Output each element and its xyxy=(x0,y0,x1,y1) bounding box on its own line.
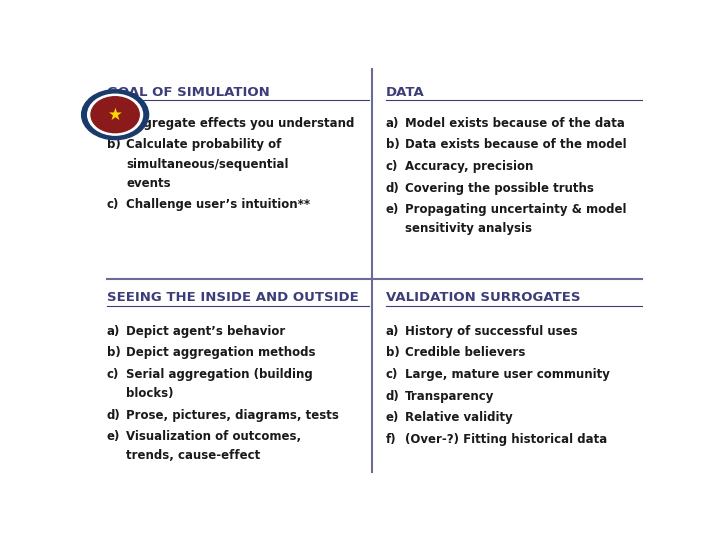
Text: Aggregate effects you understand: Aggregate effects you understand xyxy=(126,117,355,130)
Text: Relative validity: Relative validity xyxy=(405,411,513,424)
Text: Covering the possible truths: Covering the possible truths xyxy=(405,181,594,194)
Text: c): c) xyxy=(107,368,119,381)
Text: d): d) xyxy=(386,181,400,194)
Text: History of successful uses: History of successful uses xyxy=(405,325,578,338)
Text: Transparency: Transparency xyxy=(405,389,495,402)
Text: GOAL OF SIMULATION: GOAL OF SIMULATION xyxy=(107,85,269,99)
Text: Large, mature user community: Large, mature user community xyxy=(405,368,610,381)
Text: Accuracy, precision: Accuracy, precision xyxy=(405,160,534,173)
Text: e): e) xyxy=(386,411,399,424)
Text: b): b) xyxy=(386,138,400,151)
Circle shape xyxy=(91,97,139,133)
Text: c): c) xyxy=(107,198,119,211)
Circle shape xyxy=(88,94,143,135)
Text: Calculate probability of: Calculate probability of xyxy=(126,138,282,151)
Text: SEEING THE INSIDE AND OUTSIDE: SEEING THE INSIDE AND OUTSIDE xyxy=(107,292,359,305)
Text: a): a) xyxy=(386,325,399,338)
Text: Serial aggregation (building: Serial aggregation (building xyxy=(126,368,313,381)
Text: b): b) xyxy=(386,346,400,359)
Text: DATA: DATA xyxy=(386,85,425,99)
Text: sensitivity analysis: sensitivity analysis xyxy=(405,222,532,235)
Text: ★: ★ xyxy=(108,106,122,124)
Text: Challenge user’s intuition**: Challenge user’s intuition** xyxy=(126,198,310,211)
Text: c): c) xyxy=(386,160,398,173)
Circle shape xyxy=(81,90,148,140)
Text: b): b) xyxy=(107,346,120,359)
Text: e): e) xyxy=(386,203,399,216)
Text: Depict aggregation methods: Depict aggregation methods xyxy=(126,346,316,359)
Text: f): f) xyxy=(386,433,397,446)
Text: VALIDATION SURROGATES: VALIDATION SURROGATES xyxy=(386,292,580,305)
Text: b): b) xyxy=(107,138,120,151)
Text: d): d) xyxy=(107,409,120,422)
Text: Model exists because of the data: Model exists because of the data xyxy=(405,117,625,130)
Text: e): e) xyxy=(107,430,120,443)
Text: d): d) xyxy=(386,389,400,402)
Text: a): a) xyxy=(386,117,399,130)
Text: Visualization of outcomes,: Visualization of outcomes, xyxy=(126,430,302,443)
Text: Credible believers: Credible believers xyxy=(405,346,526,359)
Text: a): a) xyxy=(107,325,120,338)
Text: Depict agent’s behavior: Depict agent’s behavior xyxy=(126,325,286,338)
Text: events: events xyxy=(126,177,171,190)
Text: simultaneous/sequential: simultaneous/sequential xyxy=(126,158,289,171)
Text: c): c) xyxy=(386,368,398,381)
Text: blocks): blocks) xyxy=(126,387,174,400)
Text: Prose, pictures, diagrams, tests: Prose, pictures, diagrams, tests xyxy=(126,409,339,422)
Text: Data exists because of the model: Data exists because of the model xyxy=(405,138,627,151)
Text: a): a) xyxy=(107,117,120,130)
Text: (Over-?) Fitting historical data: (Over-?) Fitting historical data xyxy=(405,433,608,446)
Text: trends, cause-effect: trends, cause-effect xyxy=(126,449,261,462)
Text: Propagating uncertainty & model: Propagating uncertainty & model xyxy=(405,203,627,216)
